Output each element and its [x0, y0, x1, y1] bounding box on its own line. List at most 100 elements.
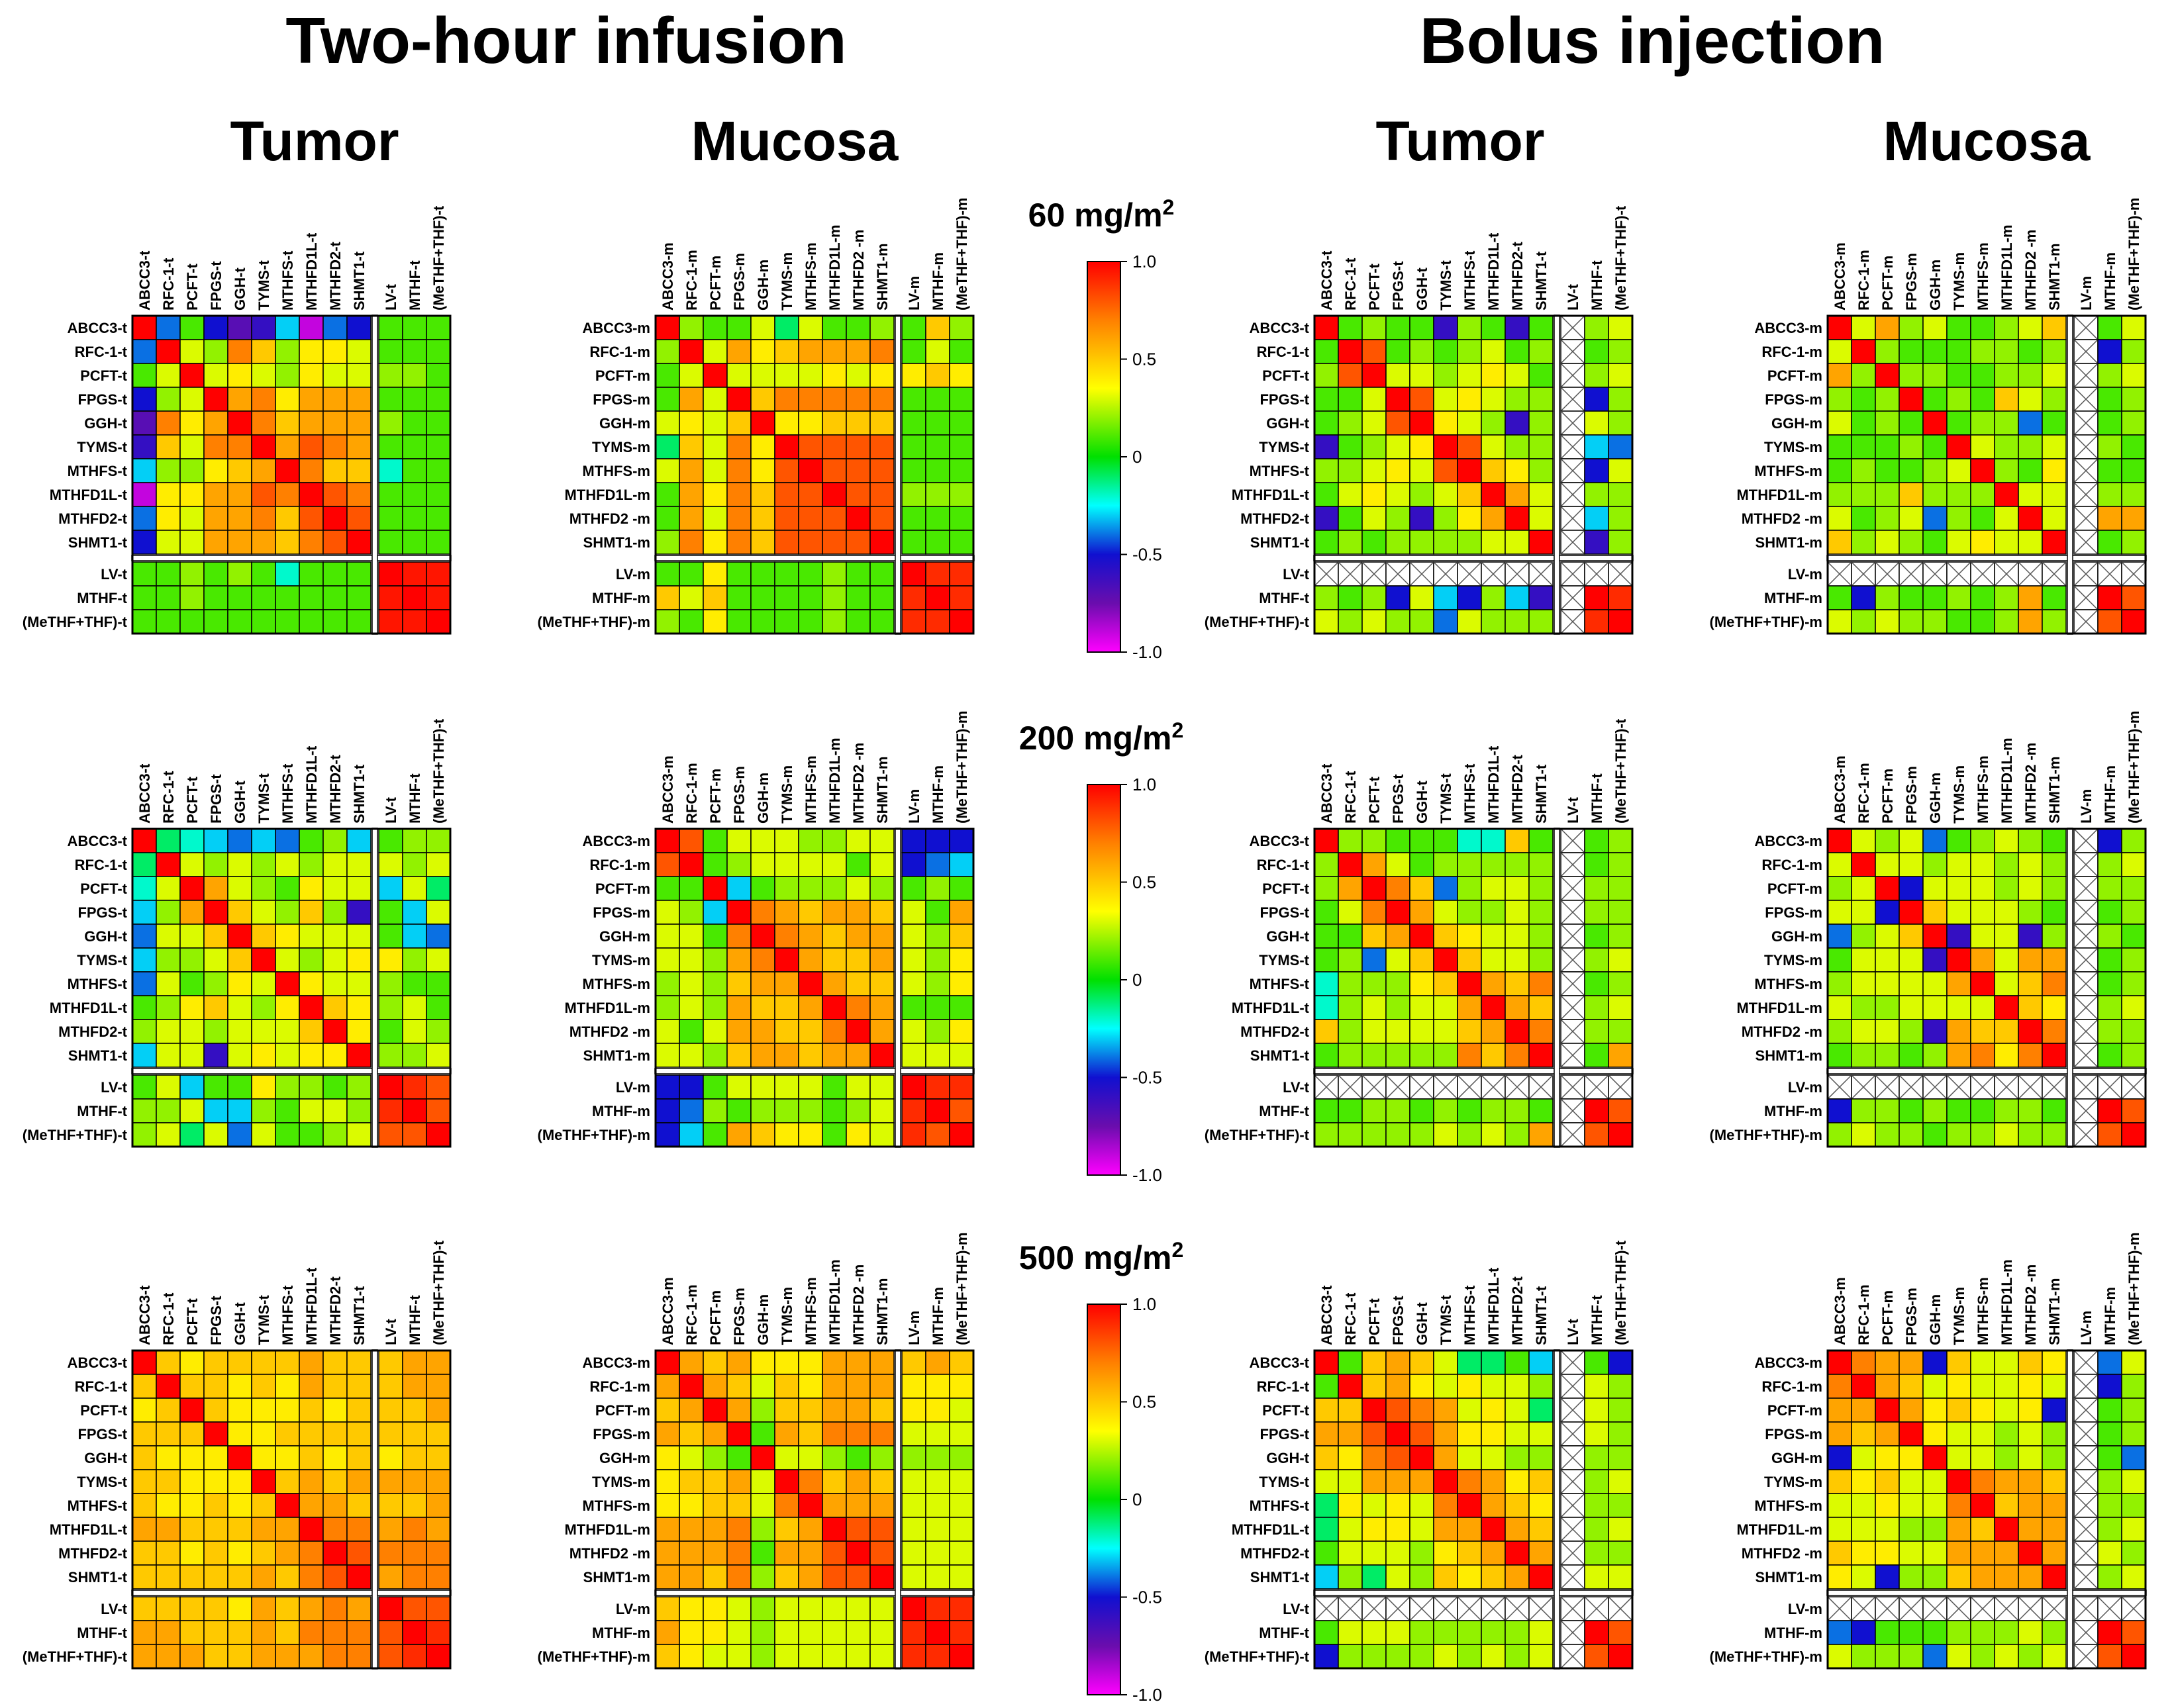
- heatmap-cell: [774, 1398, 799, 1423]
- heatmap-cell: [1385, 1098, 1410, 1123]
- heatmap-cell: [1608, 876, 1633, 901]
- colorbar-2: 200 mg/m21.00.50-0.5-1.0: [1019, 718, 1183, 1185]
- column-label: LV-t: [1565, 283, 1581, 310]
- heatmap-cell: [949, 1098, 974, 1123]
- heatmap-cell: [1946, 1620, 1971, 1645]
- heatmap-cell: [869, 971, 895, 996]
- dose-unit-superscript: 2: [1171, 718, 1183, 742]
- heatmap-cell: [949, 530, 974, 555]
- colorbar-tick-label: 0: [1132, 970, 1142, 990]
- heatmap-cell: [798, 947, 823, 973]
- missing-cell-cross: [1481, 1074, 1506, 1100]
- heatmap-cell: [378, 924, 403, 949]
- heatmap-cell: [949, 506, 974, 531]
- heatmap-cell: [1827, 530, 1852, 555]
- heatmap-cell: [703, 339, 728, 364]
- row-label: PCFT-t: [80, 1402, 128, 1419]
- heatmap-cell: [1994, 1398, 2019, 1423]
- heatmap-cell: [299, 828, 324, 853]
- heatmap-cell: [2018, 876, 2043, 901]
- heatmap-cell: [275, 1098, 300, 1123]
- heatmap-cell: [1338, 1541, 1363, 1566]
- heatmap-cell: [2121, 1122, 2146, 1147]
- column-label: FPGS-m: [731, 253, 748, 310]
- heatmap-cell: [774, 561, 799, 587]
- heatmap-cell: [679, 530, 704, 555]
- heatmap-cell: [1875, 506, 1900, 531]
- heatmap-cell: [1608, 947, 1633, 973]
- heatmap-cell: [869, 828, 895, 853]
- missing-cell-cross: [2073, 434, 2099, 459]
- heatmap-cell: [426, 1620, 451, 1645]
- row-label: FPGS-m: [1765, 391, 1822, 408]
- heatmap-cell: [2018, 1620, 2043, 1645]
- heatmap-cell: [426, 900, 451, 925]
- heatmap-cell: [402, 434, 427, 459]
- heatmap-cell: [251, 947, 276, 973]
- panel-border: [1313, 1349, 1634, 1670]
- heatmap-cell: [2097, 458, 2122, 483]
- heatmap-cell: [1433, 1374, 1458, 1399]
- heatmap-cell: [1827, 363, 1852, 388]
- heatmap-cell: [1409, 1043, 1434, 1068]
- heatmap-cell: [1875, 585, 1900, 610]
- heatmap-cell: [402, 315, 427, 340]
- heatmap-cell: [1899, 1374, 1924, 1399]
- heatmap-cell: [1875, 315, 1900, 340]
- heatmap-cell: [2042, 387, 2067, 412]
- heatmap-cell: [822, 1421, 847, 1447]
- heatmap-cell: [402, 1421, 427, 1447]
- heatmap-cell: [901, 1421, 926, 1447]
- heatmap-cell: [156, 1421, 181, 1447]
- heatmap-cell: [1994, 1350, 2019, 1375]
- heatmap-cell: [925, 1043, 950, 1068]
- heatmap-cell: [1946, 410, 1971, 436]
- heatmap-cell: [156, 995, 181, 1020]
- column-label: MTHFD1L-t: [1485, 232, 1502, 310]
- heatmap-cell: [679, 1074, 704, 1100]
- heatmap-cell: [1851, 530, 1876, 555]
- heatmap-cell: [227, 410, 252, 436]
- heatmap-cell: [1385, 1620, 1410, 1645]
- heatmap-cell: [726, 852, 752, 877]
- heatmap-cell: [2018, 1493, 2043, 1518]
- heatmap-cell: [925, 434, 950, 459]
- heatmap-cell: [949, 1019, 974, 1044]
- heatmap-cell: [1994, 900, 2019, 925]
- heatmap-cell: [156, 1122, 181, 1147]
- heatmap-cell: [703, 1350, 728, 1375]
- tissue-title-tumor: Tumor: [230, 110, 399, 172]
- heatmap-cell: [2097, 609, 2122, 634]
- heatmap-cell: [1584, 1564, 1609, 1589]
- column-label: MTHF-t: [407, 260, 423, 310]
- heatmap-cell: [679, 1019, 704, 1044]
- heatmap-cell: [1827, 1374, 1852, 1399]
- missing-cell-cross: [1314, 561, 1339, 587]
- heatmap-cell: [1827, 1620, 1852, 1645]
- row-label: MTHF-m: [592, 590, 650, 606]
- heatmap-cell: [426, 852, 451, 877]
- heatmap-cell: [1314, 482, 1339, 507]
- column-label: (MeTHF+THF)-m: [954, 711, 970, 824]
- heatmap-cell: [426, 947, 451, 973]
- heatmap-cell: [1608, 1564, 1633, 1589]
- heatmap-cell: [1385, 924, 1410, 949]
- row-label: MTHFS-m: [1754, 976, 1822, 992]
- column-label: TYMS-t: [1438, 1295, 1454, 1345]
- heatmap-cell: [426, 410, 451, 436]
- heatmap-cell: [275, 1122, 300, 1147]
- heatmap-cell: [179, 924, 205, 949]
- heatmap-cell: [227, 1541, 252, 1566]
- heatmap-cell: [1994, 828, 2019, 853]
- heatmap-cell: [275, 1541, 300, 1566]
- heatmap-cell: [1433, 1541, 1458, 1566]
- heatmap-cell: [822, 1350, 847, 1375]
- tissue-title-mucosa: Mucosa: [1883, 110, 2091, 172]
- column-label: (MeTHF+THF)-t: [1612, 205, 1629, 310]
- heatmap-cell: [1505, 1374, 1530, 1399]
- column-label: (MeTHF+THF)-m: [2126, 1233, 2142, 1345]
- heatmap-cell: [322, 1469, 348, 1494]
- heatmap-cell: [1922, 506, 1948, 531]
- heatmap-cell: [322, 315, 348, 340]
- heatmap-cell: [822, 852, 847, 877]
